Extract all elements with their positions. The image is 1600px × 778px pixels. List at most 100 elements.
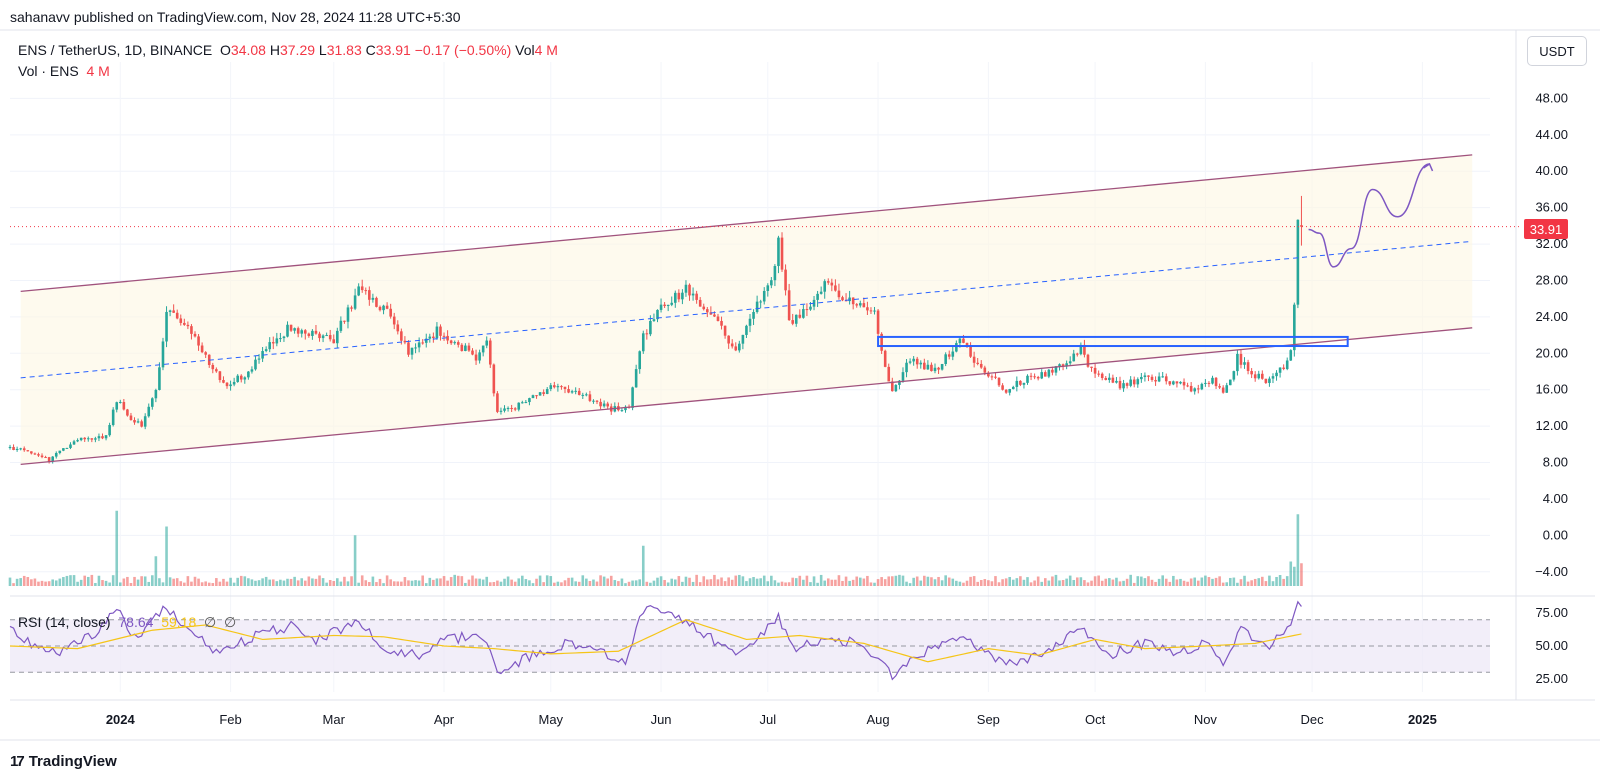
candle-body (478, 352, 481, 361)
candle-body (1132, 379, 1136, 385)
candle-body (503, 408, 506, 411)
volume-bar (606, 578, 609, 586)
candle-body (513, 408, 517, 410)
volume-bar (250, 579, 254, 586)
candle-body (994, 376, 997, 378)
rsi-ma-line (9, 619, 1302, 663)
volume-bar (1189, 578, 1193, 586)
volume-bar (1236, 582, 1239, 586)
candle-body (1051, 369, 1054, 373)
candle-body (1140, 376, 1143, 380)
candle-body (752, 311, 755, 319)
volume-bar (158, 578, 161, 586)
volume-bar (624, 583, 627, 586)
price-tick-label: 28.00 (1535, 272, 1568, 287)
candle-body (136, 421, 140, 423)
candle-body (140, 421, 143, 427)
volume-bar (1043, 578, 1047, 586)
volume-series-value: 4 M (86, 63, 110, 79)
candle-body (894, 384, 898, 392)
volume-bar (293, 576, 296, 586)
volume-bar (1278, 575, 1282, 586)
time-tick-label: Jul (759, 712, 776, 727)
volume-bar (51, 579, 54, 586)
candle-body (108, 425, 111, 436)
candle-body (143, 416, 147, 427)
volume-bar (553, 582, 556, 586)
currency-button[interactable]: USDT (1527, 36, 1587, 66)
candle-body (563, 386, 567, 390)
volume-bar (90, 574, 94, 586)
volume-bar (1296, 514, 1300, 586)
candle-body (1015, 380, 1019, 387)
volume-bar (1072, 579, 1076, 586)
candle-body (293, 328, 296, 331)
candle-body (336, 330, 339, 344)
volume-bar (851, 579, 855, 586)
projection-path (1308, 163, 1430, 268)
volume-bar (140, 576, 143, 586)
candle-body (887, 366, 891, 382)
volume-bar (488, 582, 492, 586)
volume-bar (741, 576, 745, 586)
price-tick-label: 44.00 (1535, 127, 1568, 142)
volume-legend[interactable]: Vol · ENS 4 M (18, 63, 110, 79)
candle-body (325, 335, 328, 337)
volume-bar (915, 576, 919, 586)
volume-bar (994, 576, 997, 586)
candle-body (869, 310, 873, 312)
candle-body (602, 403, 606, 407)
volume-bar (1264, 581, 1268, 586)
candle-body (403, 340, 407, 343)
volume-bar (108, 582, 111, 586)
volume-bar (592, 579, 595, 586)
candle-body (891, 381, 894, 392)
volume-bar (1026, 577, 1029, 586)
candle-body (1250, 371, 1253, 375)
volume-bar (730, 579, 734, 586)
candle-body (1243, 362, 1246, 365)
tradingview-logo-icon: 17 (10, 753, 25, 770)
volume-bars (8, 510, 1303, 586)
candle-body (1040, 372, 1044, 379)
volume-bar (15, 578, 19, 586)
candle-body (318, 333, 321, 339)
candle-body (69, 444, 72, 448)
candle-body (677, 292, 681, 300)
volume-bar (79, 579, 83, 586)
candle-body (332, 339, 336, 344)
volume-bar (1090, 580, 1093, 586)
volume-bar (307, 576, 311, 586)
vol-label: Vol (515, 42, 535, 58)
symbol-legend[interactable]: ENS / TetherUS, 1D, BINANCE O34.08 H37.2… (18, 42, 558, 58)
volume-bar (691, 581, 695, 586)
price-tick-label: 12.00 (1535, 418, 1568, 433)
candle-body (1293, 304, 1296, 351)
volume-bar (460, 576, 464, 586)
volume-bar (453, 574, 457, 586)
volume-bar (1243, 575, 1246, 586)
candle-body (567, 389, 570, 393)
volume-bar (111, 575, 115, 586)
volume-bar (858, 577, 862, 586)
candle-body (912, 358, 915, 362)
volume-bar (577, 581, 581, 586)
candle-body (631, 387, 634, 408)
symbol-name[interactable]: ENS / TetherUS, 1D, BINANCE (18, 42, 213, 58)
volume-bar (538, 575, 542, 586)
rsi-legend[interactable]: RSI (14, close) 78.64 59.18 ∅ ∅ (18, 614, 236, 631)
candle-body (826, 281, 830, 283)
volume-bar (634, 580, 638, 586)
volume-bar (1228, 577, 1232, 586)
candle-body (357, 286, 360, 296)
volume-bar (791, 577, 794, 586)
candle-body (239, 375, 243, 380)
volume-bar (1293, 566, 1296, 586)
footer-brand[interactable]: 17 TradingView (10, 753, 117, 770)
volume-bar (97, 575, 101, 586)
candle-body (1172, 381, 1175, 385)
volume-bar (663, 579, 666, 586)
volume-bar (1157, 578, 1161, 586)
volume-bar (471, 575, 474, 586)
